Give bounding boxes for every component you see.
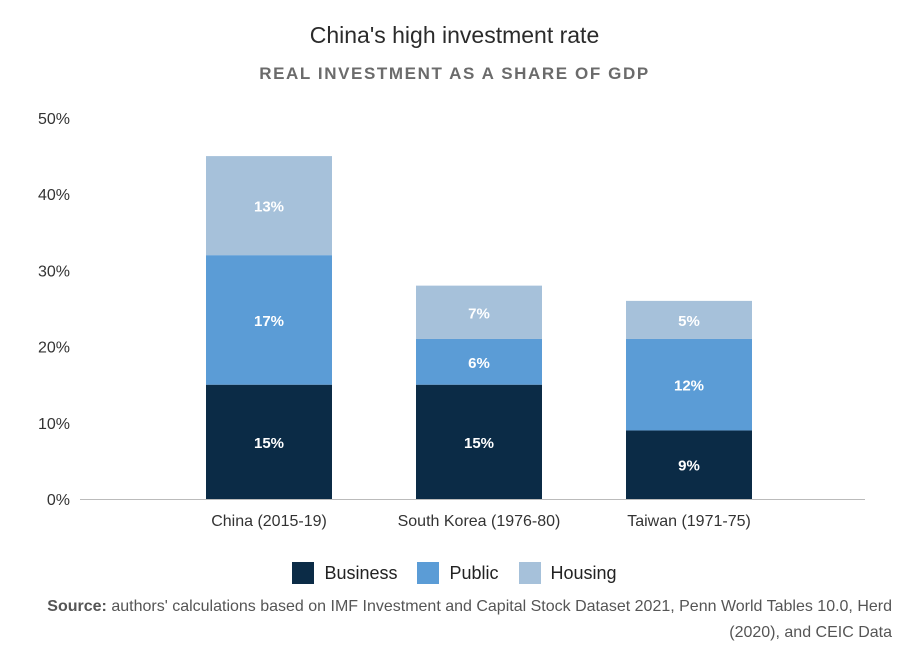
bar-segment-business <box>416 384 542 499</box>
bar-data-label: 9% <box>678 458 700 475</box>
source-label: Source: <box>47 598 107 615</box>
bar-data-label: 15% <box>254 435 284 452</box>
source-note: Source: authors' calculations based on I… <box>32 594 892 646</box>
legend-label-public: Public <box>449 562 499 583</box>
bar-data-label: 15% <box>464 435 494 452</box>
y-tick-label: 20% <box>38 340 70 357</box>
y-tick-label: 10% <box>38 416 70 433</box>
legend-item-public: Public <box>417 562 499 584</box>
source-text: authors' calculations based on IMF Inves… <box>106 598 892 641</box>
bar-data-label: 17% <box>254 313 284 330</box>
chart-title: China's high investment rate <box>309 22 600 48</box>
y-tick-label: 40% <box>38 187 70 204</box>
bar-segment-housing <box>206 156 332 256</box>
bar-data-label: 6% <box>468 355 490 372</box>
bar-segment-business <box>206 384 332 499</box>
x-tick-label: South Korea (1976-80) <box>398 513 561 530</box>
x-tick-label: China (2015-19) <box>211 513 327 530</box>
bar-data-label: 7% <box>468 305 490 322</box>
bar-segment-housing <box>416 285 542 339</box>
legend-item-business: Business <box>292 562 397 584</box>
y-tick-label: 0% <box>47 492 70 509</box>
bar-segment-public <box>626 338 752 431</box>
legend-label-housing: Housing <box>550 562 617 583</box>
y-tick-label: 30% <box>38 263 70 280</box>
bar-segment-public <box>416 338 542 385</box>
legend-item-housing: Housing <box>518 562 617 584</box>
legend-swatch-housing <box>518 562 541 584</box>
x-tick-label: Taiwan (1971-75) <box>627 513 751 530</box>
legend-swatch-public <box>417 562 440 584</box>
chart-subtitle: REAL INVESTMENT AS A SHARE OF GDP <box>259 64 650 83</box>
y-tick-label: 50% <box>38 111 70 128</box>
bar-segment-business <box>626 430 752 499</box>
legend-label-business: Business <box>324 562 398 583</box>
bar-segment-public <box>206 255 332 385</box>
bar-data-label: 5% <box>678 313 700 330</box>
bar-segment-housing <box>626 300 752 339</box>
bar-data-label: 12% <box>674 378 704 395</box>
legend-swatch-business <box>292 562 315 584</box>
legend: Business Public Housing <box>0 562 909 584</box>
bar-data-label: 13% <box>254 199 284 216</box>
